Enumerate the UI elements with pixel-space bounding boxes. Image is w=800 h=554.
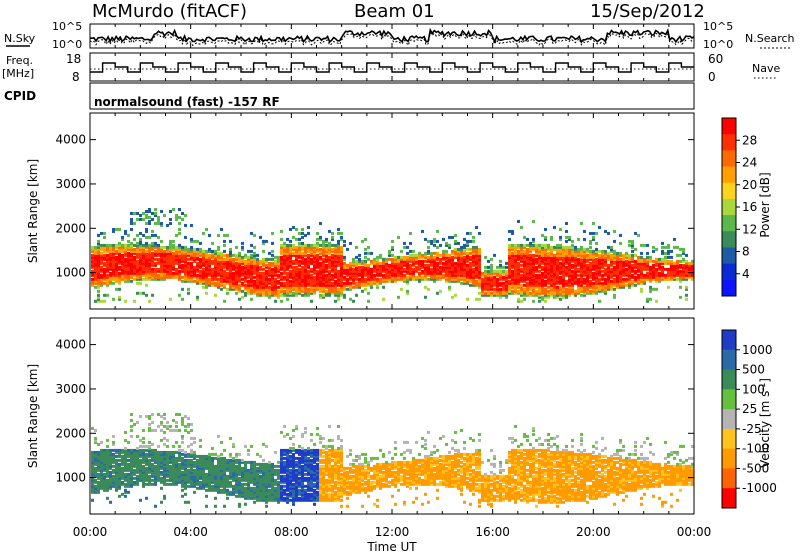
power-heatmap — [91, 208, 694, 303]
power-colorbar: 4 8 12 16 20 24 28 — [721, 117, 757, 297]
velocity-heatmap — [91, 413, 694, 508]
colorbar-swatch — [722, 166, 736, 184]
colorbar-tick-label: -500 — [742, 461, 769, 475]
time-tick-label: 00:00 — [677, 525, 712, 539]
time-tick-label: 08:00 — [274, 525, 309, 539]
colorbar-swatch — [722, 150, 736, 168]
noise-panel: N.Sky 10^5 10^0 10^5 10^0 N.Search — [4, 20, 795, 51]
colorbar-swatch — [722, 369, 736, 390]
colorbar-swatch — [722, 448, 736, 469]
time-tick-label: 04:00 — [173, 525, 208, 539]
colorbar-swatch — [722, 215, 736, 232]
range-tick-label: 4000 — [55, 133, 86, 147]
range-tick-label: 2000 — [55, 426, 86, 440]
range-tick-label: 4000 — [55, 338, 86, 352]
colorbar-swatch — [722, 231, 736, 248]
freq-tick-bottom: 8 — [72, 70, 80, 84]
freq-label-2: [MHz] — [2, 67, 34, 80]
colorbar-tick-label: 20 — [742, 178, 757, 192]
noise-sky-label: N.Sky — [4, 32, 36, 45]
colorbar-tick-label: 28 — [742, 133, 757, 147]
colorbar-swatch — [722, 247, 736, 265]
colorbar-tick-label: -1000 — [742, 481, 777, 495]
time-tick-label: 16:00 — [475, 525, 510, 539]
colorbar-swatch — [722, 118, 736, 135]
colorbar-swatch — [722, 389, 736, 410]
colorbar-swatch — [722, 279, 736, 297]
freq-label-1: Freq. — [6, 54, 33, 67]
nave-label: Nave — [752, 62, 780, 75]
station-title: McMurdo (fitACF) — [92, 1, 247, 22]
nave-tick-top: 60 — [708, 52, 723, 66]
range-tick-label: 3000 — [55, 382, 86, 396]
colorbar-swatch — [722, 428, 736, 450]
colorbar-tick-label: 8 — [742, 245, 750, 259]
noise-right-tick-top: 10^5 — [703, 20, 733, 33]
noise-left-tick-top: 10^5 — [52, 20, 82, 33]
time-tick-label: 00:00 — [73, 525, 108, 539]
colorbar-swatch — [722, 349, 736, 371]
date-title: 15/Sep/2012 — [590, 1, 705, 22]
power-colorbar-label: Power [dB] — [758, 172, 772, 237]
time-tick-label: 20:00 — [576, 525, 611, 539]
time-xlabel: Time UT — [366, 540, 417, 554]
colorbar-swatch — [722, 468, 736, 489]
cpid-panel: CPID normalsound (fast) -157 RF — [4, 82, 695, 110]
colorbar-swatch — [722, 330, 736, 351]
frequency-line — [90, 62, 694, 73]
colorbar-swatch — [722, 182, 736, 200]
nave-tick-bottom: 0 — [708, 70, 716, 84]
cpid-label: CPID — [4, 89, 36, 103]
colorbar-tick-label: 12 — [742, 222, 757, 236]
velocity-colorbar-label: Velocity [m s-1] — [758, 378, 772, 468]
power-ylabel: Slant Range [km] — [26, 159, 40, 263]
colorbar-swatch — [722, 198, 736, 216]
frequency-panel: Freq. [MHz] 18 8 60 0 Nave — [2, 52, 780, 84]
colorbar-tick-label: 16 — [742, 200, 757, 214]
colorbar-swatch — [722, 134, 736, 151]
time-tick-label: 12:00 — [375, 525, 410, 539]
range-tick-label: 3000 — [55, 177, 86, 191]
cpid-text: normalsound (fast) -157 RF — [94, 95, 280, 109]
range-tick-label: 2000 — [55, 221, 86, 235]
colorbar-tick-label: 4 — [742, 267, 750, 281]
power-panel: 1000 2000 3000 4000 Slant Range [km] 4 8 12 16… — [26, 112, 772, 310]
velocity-ylabel: Slant Range [km] — [26, 364, 40, 468]
freq-tick-top: 18 — [66, 52, 81, 66]
velocity-panel: 1000 2000 3000 4000 00:00 04:00 08:00 12:00 16:… — [26, 317, 777, 554]
velocity-colorbar: -1000 -500 -100 -25 25 100 500 1000 — [721, 329, 777, 509]
noise-sky-line — [89, 27, 695, 44]
colorbar-tick-label: -100 — [742, 442, 769, 456]
beam-title: Beam 01 — [354, 1, 435, 22]
colorbar-swatch — [722, 409, 736, 430]
colorbar-swatch — [722, 263, 736, 281]
noise-right-tick-bottom: 10^0 — [703, 38, 733, 51]
range-tick-label: 1000 — [55, 471, 86, 485]
colorbar-tick-label: 25 — [742, 402, 757, 416]
colorbar-swatch — [722, 488, 736, 509]
colorbar-tick-label: 24 — [742, 156, 757, 170]
range-tick-label: 1000 — [55, 266, 86, 280]
noise-search-label: N.Search — [745, 32, 795, 45]
colorbar-tick-label: 500 — [742, 363, 765, 377]
colorbar-tick-label: 1000 — [742, 343, 773, 357]
colorbar-tick-label: -25 — [742, 422, 762, 436]
noise-search-line — [89, 31, 695, 47]
colorbar-tick-label: 100 — [742, 382, 765, 396]
noise-left-tick-bottom: 10^0 — [52, 38, 82, 51]
